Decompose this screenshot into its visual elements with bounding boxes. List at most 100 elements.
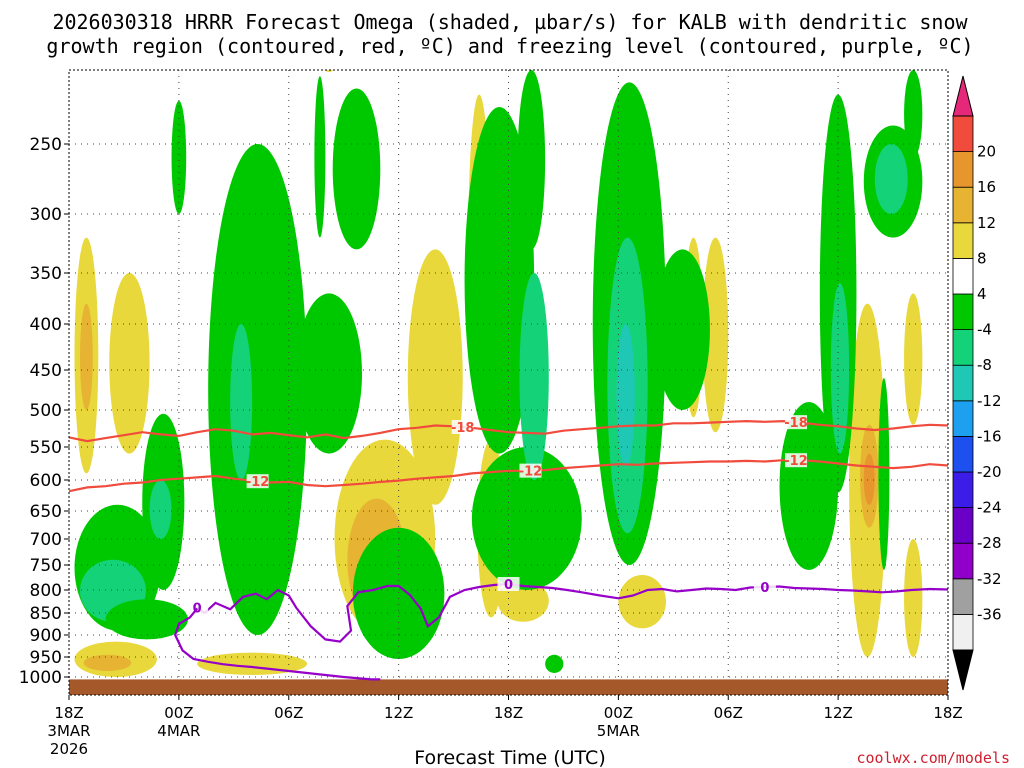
omega-positive-region-2 xyxy=(109,273,150,454)
colorbar-bin-6 xyxy=(952,400,974,437)
colorbar-label-13: 16 xyxy=(977,178,996,196)
x-tick-label-6: 06Z xyxy=(714,704,743,722)
omega-positive-region-1 xyxy=(79,303,93,410)
y-tick-label-650: 650 xyxy=(30,502,62,522)
colorbar-bin-10 xyxy=(952,257,974,295)
colorbar-bin-9 xyxy=(952,293,974,330)
x-tick-year-0: 2026 xyxy=(50,740,88,758)
colorbar-bin-0 xyxy=(952,614,974,651)
y-tick-label-450: 450 xyxy=(30,361,62,381)
grid-lines xyxy=(69,70,948,695)
colorbar-bin-4 xyxy=(952,471,974,508)
y-tick-label-600: 600 xyxy=(30,471,62,491)
colorbar-label-11: 8 xyxy=(977,249,987,267)
contour-label-bg-2-0 xyxy=(186,600,209,615)
omega-negative-region-21 xyxy=(830,283,850,454)
contour-line-2 xyxy=(196,582,948,643)
colorbar-label-5: -20 xyxy=(977,463,1002,481)
omega-positive-region-19 xyxy=(904,539,923,657)
omega-negative-region-25 xyxy=(904,70,923,158)
y-tick-label-400: 400 xyxy=(30,315,62,335)
omega-negative-region-10 xyxy=(296,293,362,454)
colorbar-label-10: 4 xyxy=(977,285,987,303)
omega-negative-region-13 xyxy=(471,447,582,590)
contour-line-3 xyxy=(174,607,381,681)
y-tick-label-850: 850 xyxy=(30,604,62,624)
omega-positive-region-18 xyxy=(904,293,923,425)
omega-negative-region-4 xyxy=(105,599,189,640)
y-tick-label-750: 750 xyxy=(30,556,62,576)
colorbar: -36 -32 -28 -24 -20 -16 -12 -8 -4 4 8 12 16 20 xyxy=(952,75,1002,691)
y-tick-label-350: 350 xyxy=(30,264,62,284)
omega-negative-region-9 xyxy=(332,88,381,250)
ground-strip xyxy=(69,679,948,695)
omega-negative-region-19 xyxy=(655,249,710,410)
y-tick-label-950: 950 xyxy=(30,648,62,668)
contour-label-2-2: 0 xyxy=(760,581,769,596)
omega-negative-region-11 xyxy=(352,527,445,660)
y-tick-label-700: 700 xyxy=(30,530,62,550)
contour-label-bg-2-2 xyxy=(753,580,776,594)
colorbar-bin-14 xyxy=(952,115,974,152)
contour-label-2-1: 0 xyxy=(504,578,513,593)
y-tick-label-800: 800 xyxy=(30,581,62,601)
colorbar-bin-2 xyxy=(952,542,974,580)
credit-text: coolwx.com/models xyxy=(856,749,1010,767)
omega-shading xyxy=(74,70,923,677)
colorbar-bin-8 xyxy=(952,329,974,366)
colorbar-label-7: -12 xyxy=(977,392,1002,410)
colorbar-bin-13 xyxy=(952,151,974,188)
chart-title-line1: 2026030318 HRRR Forecast Omega (shaded, … xyxy=(52,10,968,34)
colorbar-bin-5 xyxy=(952,435,974,473)
x-tick-label-7: 12Z xyxy=(823,704,852,722)
omega-positive-region-4 xyxy=(83,654,132,672)
omega-negative-region-5 xyxy=(171,100,187,214)
omega-negative-region-6 xyxy=(208,144,308,635)
x-axis-label: Forecast Time (UTC) xyxy=(414,747,605,768)
contour-label-bg-0-1 xyxy=(785,415,808,430)
y-axis: 2503003504004505005506006507007508008509… xyxy=(19,135,69,688)
y-tick-label-250: 250 xyxy=(30,135,62,155)
colorbar-bin-11 xyxy=(952,222,974,259)
colorbar-label-9: -4 xyxy=(977,321,992,339)
contour-label-bg-2-1 xyxy=(497,577,520,591)
contour-label-0-1: -18 xyxy=(784,416,808,431)
x-tick-label-1: 00Z xyxy=(164,704,193,722)
contour-label-1-0: -12 xyxy=(246,475,270,490)
colorbar-bin-3 xyxy=(952,507,974,544)
x-tick-label-2: 06Z xyxy=(274,704,303,722)
x-tick-label-3: 12Z xyxy=(384,704,413,722)
x-tick-date-0: 3MAR xyxy=(47,722,90,740)
omega-positive-region-17 xyxy=(863,453,875,505)
colorbar-bin-12 xyxy=(952,186,974,224)
omega-negative-region-27 xyxy=(545,654,564,674)
omega-negative-region-15 xyxy=(517,70,546,250)
omega-negative-region-22 xyxy=(779,402,839,570)
colorbar-label-6: -16 xyxy=(977,427,1002,445)
contour-label-bg-1-1 xyxy=(519,463,542,478)
x-tick-date-1: 4MAR xyxy=(157,722,200,740)
y-tick-label-1000: 1000 xyxy=(19,668,62,688)
y-tick-label-550: 550 xyxy=(30,438,62,458)
contour-label-0-0: -18 xyxy=(451,421,475,436)
contour-label-bg-0-0 xyxy=(451,420,474,435)
ground-layer xyxy=(69,679,948,695)
omega-negative-region-18 xyxy=(616,324,635,467)
omega-negative-region-8 xyxy=(314,76,326,238)
omega-negative-region-26 xyxy=(878,378,890,570)
contour-label-bg-1-0 xyxy=(246,474,269,489)
contour-label-bg-1-2 xyxy=(785,453,808,468)
colorbar-label-14: 20 xyxy=(977,143,996,161)
x-tick-label-0: 18Z xyxy=(54,704,83,722)
contour-label-1-1: -12 xyxy=(519,465,543,480)
x-tick-date-5: 5MAR xyxy=(597,722,640,740)
x-tick-label-4: 18Z xyxy=(494,704,523,722)
omega-negative-region-12 xyxy=(464,106,535,454)
colorbar-label-12: 12 xyxy=(977,214,996,232)
omega-negative-region-14 xyxy=(519,273,549,480)
chart-title-line2: growth region (contoured, red, ºC) and f… xyxy=(46,34,973,58)
x-tick-label-5: 00Z xyxy=(604,704,633,722)
